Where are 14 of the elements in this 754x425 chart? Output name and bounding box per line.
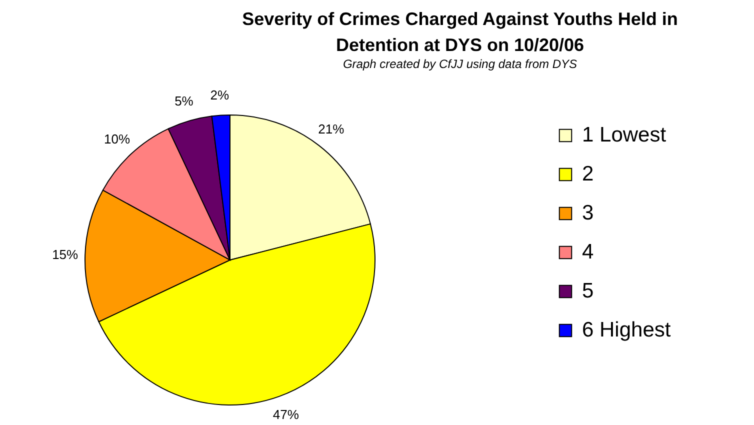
legend-label: 4	[582, 240, 594, 264]
legend-label: 2	[582, 162, 594, 186]
legend-label: 6 Highest	[582, 318, 671, 342]
legend-label: 1 Lowest	[582, 124, 666, 146]
data-label: 21%	[318, 122, 345, 137]
legend-label: 5	[582, 280, 594, 302]
data-label: 10%	[104, 132, 130, 147]
data-label: 47%	[272, 407, 300, 422]
legend-label: 3	[582, 202, 594, 224]
data-label: 2%	[210, 87, 230, 102]
chart-subtitle: Graph created by CfJJ using data from DYS	[342, 57, 578, 71]
data-label: 5%	[174, 94, 194, 109]
chart-title: Severity of Crimes Charged Against Youths Held in Detention at DYS on 10/20/06	[242, 9, 678, 55]
data-label: 15%	[52, 246, 79, 262]
